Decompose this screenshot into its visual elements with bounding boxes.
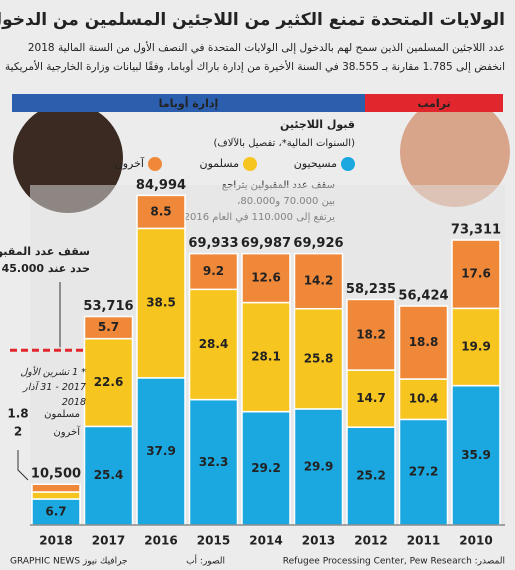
total-label: 56,424 bbox=[398, 289, 448, 304]
segment-label: 18.2 bbox=[356, 327, 386, 341]
legend-label: آخرون bbox=[115, 156, 145, 170]
bar-segment bbox=[188, 252, 239, 291]
bar-segment bbox=[293, 252, 344, 310]
segment-label: 6.7 bbox=[45, 504, 66, 518]
x-tick-label: 2015 bbox=[197, 534, 230, 548]
segment-label: 27.2 bbox=[409, 465, 439, 479]
footnote: 2017 - 31 آذار bbox=[22, 381, 86, 393]
segment-label: 38.5 bbox=[146, 296, 176, 310]
segment-label: 37.9 bbox=[146, 444, 176, 458]
total-label: 10,500 bbox=[31, 467, 81, 482]
bar-segment bbox=[31, 483, 81, 493]
bar-segment bbox=[31, 498, 81, 526]
admin-banner bbox=[365, 94, 503, 112]
subtitle: عدد اللاجئين المسلمين الذين سمح لهم بالد… bbox=[28, 41, 505, 54]
total-label: 73,311 bbox=[451, 223, 501, 238]
source: المصدر: Refugee Processing Center, Pew R… bbox=[283, 557, 505, 567]
segment-label: 29.2 bbox=[251, 461, 281, 475]
photo-trump bbox=[400, 97, 510, 207]
segment-label: 28.1 bbox=[251, 350, 281, 364]
legend-subtitle: (السنوات المالية*، تفصيل بالآلاف) bbox=[214, 137, 356, 149]
bar-segment bbox=[31, 491, 81, 500]
admin-label: ترامب bbox=[417, 97, 450, 110]
x-tick-label: 2012 bbox=[354, 534, 387, 548]
bar-segment bbox=[451, 239, 501, 310]
bar-segment bbox=[136, 377, 186, 526]
segment-label: 28.4 bbox=[199, 337, 229, 351]
segment-label: 12.6 bbox=[251, 271, 281, 285]
x-tick-label: 2016 bbox=[144, 534, 177, 548]
legend-title: قبول اللاجئين bbox=[280, 118, 355, 131]
bar-segment bbox=[293, 308, 344, 410]
x-tick-label: 2014 bbox=[249, 534, 282, 548]
bar-segment bbox=[188, 288, 239, 401]
x-tick-label: 2011 bbox=[407, 534, 440, 548]
bar-segment bbox=[83, 337, 134, 428]
footnote: 2018 bbox=[62, 397, 86, 408]
admin-label: إدارة أوباما bbox=[159, 96, 219, 110]
segment-label: 25.8 bbox=[304, 351, 334, 365]
segment-label: 8.5 bbox=[150, 204, 171, 218]
segment-label: 25.4 bbox=[94, 468, 124, 482]
segment-label: 19.9 bbox=[461, 339, 491, 353]
legend-swatch bbox=[148, 157, 162, 171]
segment-label: 1.8 bbox=[7, 407, 28, 421]
total-label: 69,926 bbox=[293, 236, 343, 251]
segment-label: 22.6 bbox=[94, 375, 124, 389]
segment-label: 10.4 bbox=[409, 392, 439, 406]
segment-label: 2 bbox=[14, 425, 22, 439]
bar-segment bbox=[293, 408, 344, 526]
ceiling-label: سقف عدد المقبولين bbox=[0, 245, 90, 258]
total-label: 69,987 bbox=[241, 236, 291, 251]
bar-segment bbox=[136, 227, 186, 379]
legend-swatch bbox=[243, 157, 257, 171]
segment-name: آخرون bbox=[53, 425, 81, 438]
segment-label: 32.3 bbox=[199, 455, 229, 469]
bar-segment bbox=[241, 301, 291, 413]
chart-title: الولايات المتحدة تمنع الكثير من اللاجئين… bbox=[0, 10, 505, 30]
total-label: 58,235 bbox=[346, 282, 396, 297]
segment-label: 5.7 bbox=[98, 320, 119, 334]
bar-segment bbox=[241, 252, 291, 304]
photo-credit: الصور: أب bbox=[186, 555, 225, 567]
bar-segment bbox=[83, 315, 134, 340]
segment-label: 25.2 bbox=[356, 469, 386, 483]
legend-swatch bbox=[341, 157, 355, 171]
bar-segment bbox=[241, 410, 291, 526]
bar-segment bbox=[346, 298, 396, 371]
segment-label: 17.6 bbox=[461, 267, 491, 281]
legend-label: مسيحيون bbox=[294, 157, 337, 170]
x-tick-label: 2017 bbox=[92, 534, 125, 548]
x-tick-label: 2018 bbox=[39, 534, 72, 548]
total-label: 84,994 bbox=[136, 178, 186, 193]
total-label: 53,716 bbox=[83, 299, 133, 314]
segment-label: 14.7 bbox=[356, 391, 386, 405]
bar-segment bbox=[188, 398, 239, 526]
legend-label: مسلمون bbox=[200, 157, 240, 170]
segment-label: 35.9 bbox=[461, 448, 491, 462]
bracket bbox=[17, 450, 29, 481]
x-tick-label: 2013 bbox=[302, 534, 335, 548]
segment-name: مسلمون bbox=[44, 409, 80, 420]
admin-banner bbox=[12, 94, 365, 112]
footnote: * 1 تشرين الأول bbox=[20, 365, 86, 378]
brand: GRAPHIC NEWS جرافيك نيوز bbox=[10, 557, 128, 567]
segment-label: 29.9 bbox=[304, 459, 334, 473]
segment-label: 18.8 bbox=[409, 335, 439, 349]
segment-label: 14.2 bbox=[304, 274, 334, 288]
x-tick-label: 2010 bbox=[459, 534, 492, 548]
segment-label: 9.2 bbox=[203, 264, 224, 278]
bar-segment bbox=[136, 194, 186, 230]
subtitle: انخفض إلى 1.785 مقارنة بـ 38.555 في السن… bbox=[5, 59, 505, 73]
ceiling-label: حدد عند 45.000 bbox=[2, 262, 90, 275]
total-label: 69,933 bbox=[188, 236, 238, 251]
bar-segment bbox=[346, 426, 396, 526]
bar-segment bbox=[346, 369, 396, 428]
bar-segment bbox=[398, 305, 449, 380]
